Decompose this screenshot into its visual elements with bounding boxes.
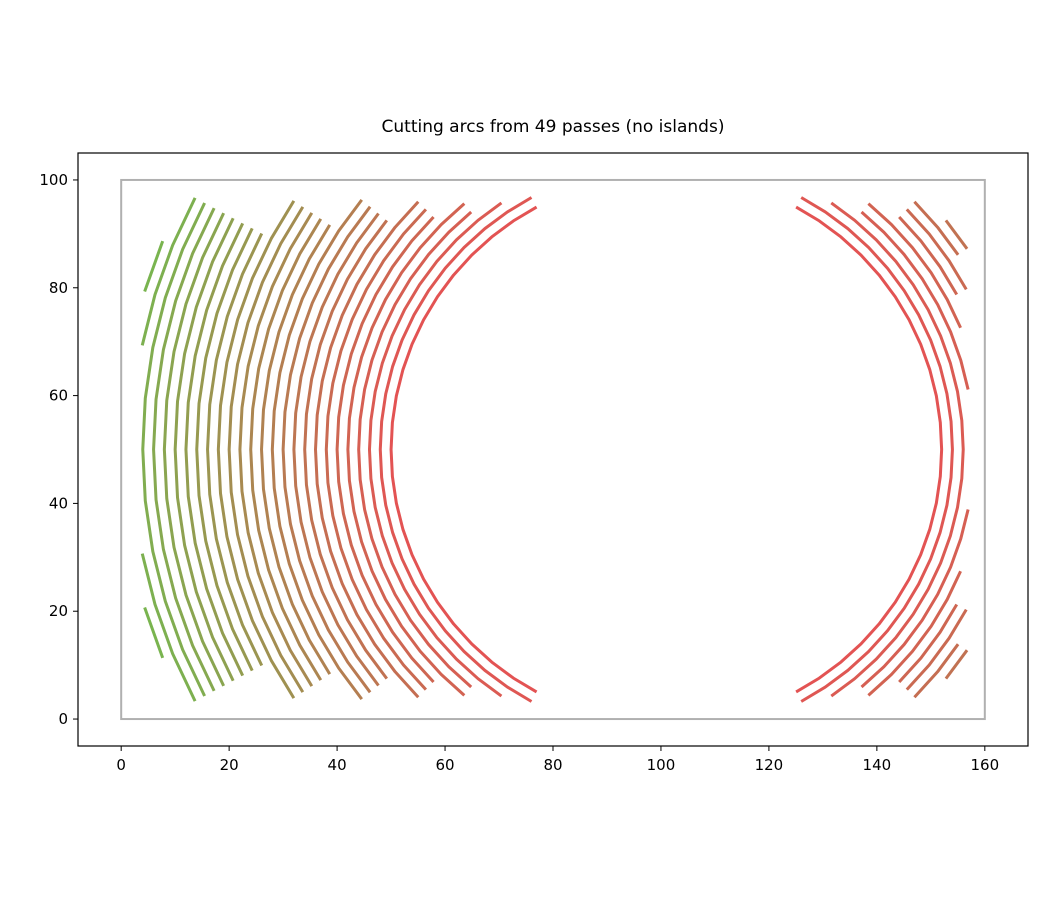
- y-tick-label: 60: [49, 387, 68, 405]
- cut-arc: [162, 212, 225, 687]
- cut-arc: [184, 222, 245, 677]
- cut-arc: [227, 206, 305, 693]
- cut-arc: [898, 603, 959, 684]
- y-tick-label: 0: [58, 710, 68, 728]
- cut-arc: [905, 208, 968, 291]
- cut-arc: [830, 201, 965, 698]
- cut-arc: [944, 219, 969, 250]
- y-tick-label: 100: [39, 171, 68, 189]
- cut-arc: [303, 219, 388, 680]
- cut-arc: [143, 607, 165, 659]
- cut-arc: [335, 215, 435, 684]
- cut-arc: [281, 205, 372, 694]
- cut-arc: [860, 509, 970, 689]
- cut-arc: [324, 208, 428, 691]
- y-tick-label: 80: [49, 279, 68, 297]
- cut-arc: [143, 240, 165, 292]
- cut-arc: [389, 205, 538, 694]
- cut-arc: [270, 198, 363, 701]
- cut-arc: [249, 218, 323, 681]
- cut-arc: [173, 217, 235, 682]
- x-tick-label: 40: [328, 756, 347, 774]
- cut-arc: [346, 202, 466, 697]
- cut-arc: [140, 197, 197, 346]
- x-tick-label: 160: [970, 756, 999, 774]
- cut-arc: [216, 200, 296, 699]
- cut-arc: [140, 553, 197, 702]
- cut-arc: [238, 212, 314, 687]
- cut-arc: [905, 608, 968, 691]
- cut-arc: [898, 215, 959, 296]
- x-tick-label: 100: [647, 756, 676, 774]
- cut-arc: [860, 210, 970, 390]
- x-tick-label: 20: [220, 756, 239, 774]
- cut-arc: [913, 200, 960, 256]
- cut-arc: [913, 643, 960, 699]
- cut-arc: [357, 210, 473, 689]
- y-tick-label: 40: [49, 494, 68, 512]
- cut-arc: [206, 232, 264, 667]
- cut-arc: [141, 202, 206, 697]
- cut-arc: [152, 207, 216, 692]
- x-tick-label: 80: [543, 756, 562, 774]
- chart-title: Cutting arcs from 49 passes (no islands): [382, 117, 725, 137]
- cut-arc: [195, 227, 254, 672]
- cut-arc: [867, 202, 962, 329]
- x-tick-label: 0: [116, 756, 126, 774]
- cut-arc: [944, 649, 969, 680]
- cut-arc: [867, 570, 962, 697]
- cut-arc: [795, 205, 944, 694]
- x-tick-label: 140: [863, 756, 892, 774]
- boundary: [120, 178, 986, 721]
- cut-arc: [260, 224, 332, 675]
- cut-arc: [378, 196, 533, 703]
- cut-arc: [292, 212, 380, 687]
- cut-arc: [800, 196, 954, 703]
- cut-arc: [314, 200, 420, 699]
- x-tick-label: 60: [435, 756, 454, 774]
- x-tick-label: 120: [755, 756, 784, 774]
- y-tick-label: 20: [49, 602, 68, 620]
- cut-arc: [367, 201, 503, 698]
